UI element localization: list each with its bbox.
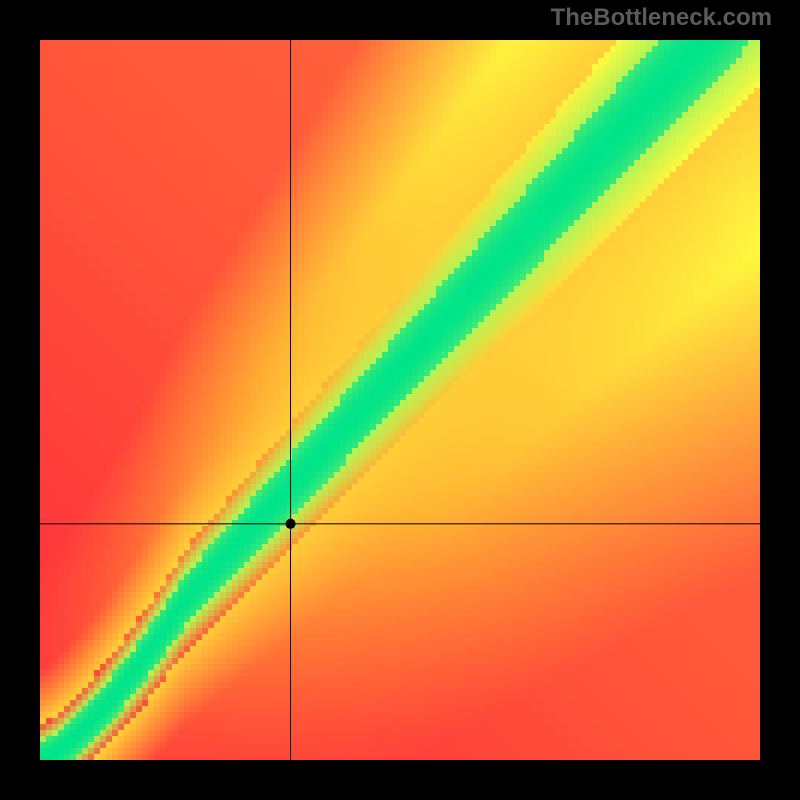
- chart-container: TheBottleneck.com: [0, 0, 800, 800]
- bottleneck-heatmap: [0, 0, 800, 800]
- watermark-text: TheBottleneck.com: [551, 4, 772, 32]
